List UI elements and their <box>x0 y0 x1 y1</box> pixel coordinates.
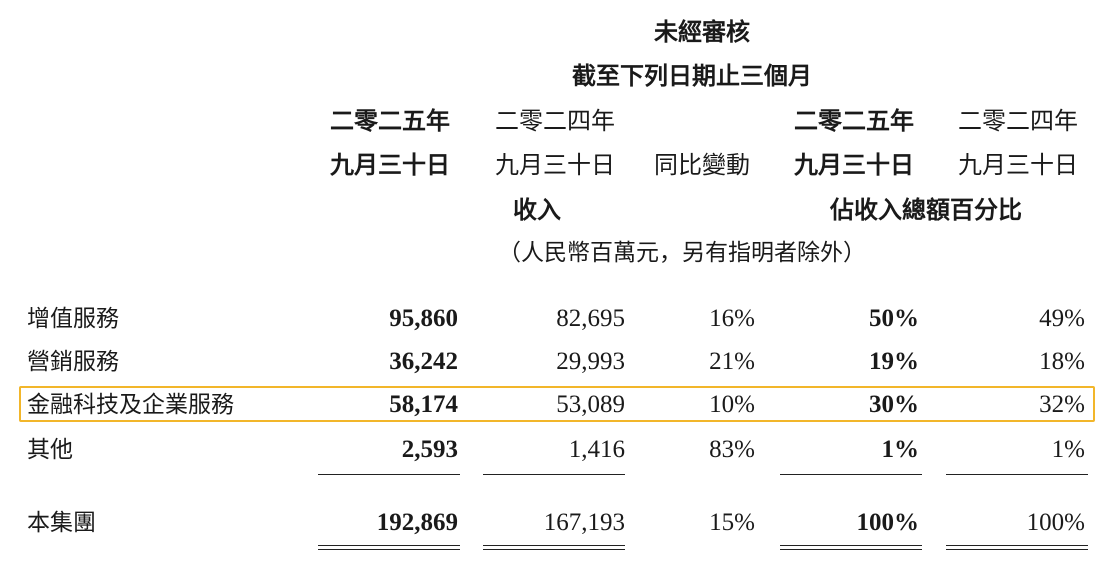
yoy-cell: 21% <box>709 348 755 375</box>
pct-2025-cell: 19% <box>869 348 919 375</box>
pct-2025-cell: 30% <box>869 391 919 418</box>
pct-2024-cell: 18% <box>1039 348 1085 375</box>
unaudited-heading: 未經審核 <box>654 18 750 46</box>
pct-2024-year: 二零二四年 <box>958 107 1078 135</box>
unit-note: （人民幣百萬元，另有指明者除外） <box>498 240 866 266</box>
total-pct-2025: 100% <box>856 509 920 536</box>
pct-2025-cell: 50% <box>869 305 919 332</box>
pct-2024-cell: 1% <box>1051 436 1085 463</box>
rev-2025-cell: 36,242 <box>389 348 458 375</box>
pct-2024-date: 九月三十日 <box>958 151 1078 179</box>
row-label: 營銷服務 <box>27 349 119 375</box>
pct-2024-cell: 49% <box>1039 305 1085 332</box>
total-yoy: 15% <box>709 509 755 536</box>
pct-of-total-heading: 佔收入總額百分比 <box>830 196 1022 224</box>
yoy-change-header: 同比變動 <box>654 151 750 179</box>
col-2024-date: 九月三十日 <box>495 151 615 179</box>
rev-2024-cell: 1,416 <box>568 436 625 463</box>
period-heading: 截至下列日期止三個月 <box>572 62 812 90</box>
col-2025-date: 九月三十日 <box>330 151 450 179</box>
total-rev-2025: 192,869 <box>376 509 458 536</box>
total-pct-2024: 100% <box>1026 509 1085 536</box>
row-highlight-box <box>19 386 1095 422</box>
row-label: 金融科技及企業服務 <box>27 392 234 418</box>
rev-2024-cell: 82,695 <box>556 305 625 332</box>
col-2025-year: 二零二五年 <box>330 107 450 135</box>
total-double-rule <box>946 545 1088 550</box>
rev-2024-cell: 29,993 <box>556 348 625 375</box>
total-rev-2024: 167,193 <box>543 509 625 536</box>
subtotal-rule <box>780 474 922 475</box>
pct-2025-date: 九月三十日 <box>794 151 914 179</box>
subtotal-rule <box>318 474 460 475</box>
row-label: 其他 <box>27 437 73 463</box>
total-double-rule <box>318 545 460 550</box>
rev-2025-cell: 58,174 <box>389 391 458 418</box>
subtotal-rule <box>946 474 1088 475</box>
row-label: 增值服務 <box>27 306 119 332</box>
pct-2024-cell: 32% <box>1039 391 1085 418</box>
rev-2024-cell: 53,089 <box>556 391 625 418</box>
revenue-heading: 收入 <box>513 196 561 224</box>
total-double-rule <box>483 545 625 550</box>
pct-2025-cell: 1% <box>881 436 920 463</box>
yoy-cell: 10% <box>709 391 755 418</box>
pct-2025-year: 二零二五年 <box>794 107 914 135</box>
total-double-rule <box>780 545 922 550</box>
rev-2025-cell: 95,860 <box>389 305 458 332</box>
col-2024-year: 二零二四年 <box>495 107 615 135</box>
subtotal-rule <box>483 474 625 475</box>
yoy-cell: 16% <box>709 305 755 332</box>
rev-2025-cell: 2,593 <box>401 436 458 463</box>
total-label: 本集團 <box>27 510 96 536</box>
yoy-cell: 83% <box>709 436 755 463</box>
